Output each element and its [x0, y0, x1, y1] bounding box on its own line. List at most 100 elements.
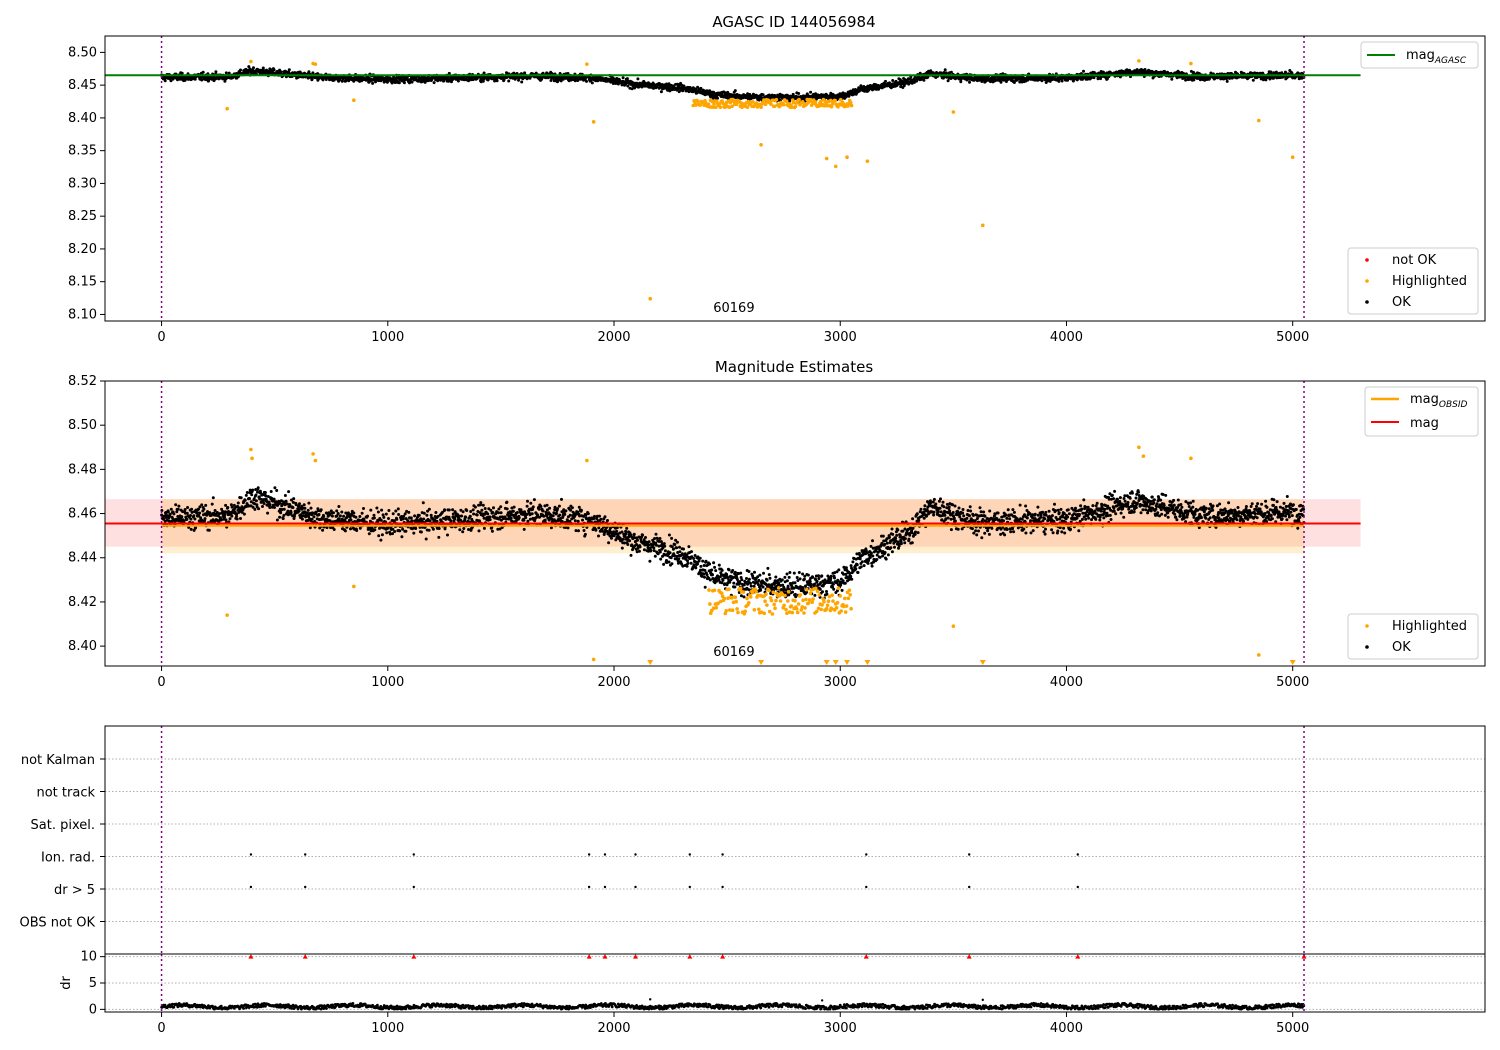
- ok-point: [1284, 70, 1287, 74]
- ok-point: [385, 531, 389, 535]
- ok-point: [407, 510, 411, 514]
- ok-point: [569, 508, 573, 512]
- ok-point: [289, 511, 293, 515]
- ok-point: [310, 517, 314, 521]
- ok-point: [236, 501, 240, 505]
- ok-point: [577, 505, 581, 509]
- ok-point: [579, 508, 583, 512]
- x-tick-label: 5000: [1276, 330, 1309, 345]
- ok-point: [943, 68, 947, 72]
- ok-point: [704, 559, 708, 563]
- ok-point: [511, 509, 515, 513]
- ok-point: [362, 507, 365, 510]
- ok-point: [532, 498, 536, 502]
- ok-point: [306, 508, 310, 512]
- ok-point: [670, 545, 674, 549]
- ok-point: [400, 535, 404, 539]
- ok-point: [733, 89, 737, 93]
- ok-point: [497, 511, 500, 515]
- x-tick-label: 4000: [1050, 330, 1083, 345]
- highlighted-point: [784, 99, 789, 104]
- highlighted-point: [1256, 118, 1261, 123]
- ok-point: [673, 554, 676, 558]
- ok-point: [525, 504, 529, 508]
- ok-point: [705, 573, 709, 577]
- ok-point: [437, 535, 441, 539]
- ok-point: [671, 547, 675, 551]
- ok-point: [354, 515, 358, 519]
- ok-point: [321, 528, 325, 532]
- ok-point: [413, 514, 417, 518]
- ok-point: [193, 517, 197, 521]
- ok-point: [410, 519, 414, 523]
- obsid-annotation: 60169: [713, 301, 754, 316]
- ok-point: [282, 507, 286, 511]
- ok-point: [417, 513, 421, 517]
- ok-point: [735, 578, 739, 581]
- ok-point: [224, 518, 228, 522]
- ok-point: [678, 545, 681, 549]
- ok-point: [541, 509, 545, 513]
- ok-point: [367, 532, 371, 536]
- ok-point: [360, 511, 364, 515]
- ok-point: [491, 511, 495, 514]
- ok-point: [176, 507, 180, 511]
- ok-point: [307, 501, 311, 505]
- ok-point: [393, 530, 397, 533]
- ok-point: [263, 491, 267, 494]
- ok-point: [377, 534, 381, 538]
- highlighted-point: [845, 155, 849, 160]
- ok-point: [278, 501, 282, 505]
- ok-point: [1040, 79, 1044, 83]
- y-tick-label: 8.10: [68, 307, 97, 322]
- ok-point: [473, 505, 477, 509]
- ok-point: [275, 489, 279, 492]
- ok-point: [298, 502, 301, 506]
- agasc-magnitude-panel: AGASC ID 144056984 8.108.158.208.258.308…: [68, 13, 1486, 345]
- y-tick-label: 8.15: [68, 275, 97, 290]
- ok-point: [410, 80, 414, 84]
- ok-point: [687, 545, 691, 549]
- ok-point: [480, 508, 484, 512]
- ok-point: [261, 505, 264, 508]
- ok-point: [486, 512, 490, 516]
- ok-point: [248, 497, 251, 501]
- ok-point: [558, 513, 562, 517]
- ok-point: [401, 527, 405, 531]
- y-tick-label: 8.35: [68, 144, 97, 159]
- ok-point: [169, 507, 173, 511]
- ok-point: [629, 553, 633, 557]
- ok-point: [427, 528, 431, 532]
- ok-point: [537, 507, 541, 511]
- ok-point: [402, 81, 406, 85]
- ok-point: [720, 581, 724, 585]
- ok-point: [570, 506, 574, 510]
- ok-point: [564, 509, 568, 513]
- ok-point: [285, 502, 289, 506]
- ok-point: [421, 501, 425, 505]
- highlighted-point: [800, 100, 805, 104]
- ok-point: [202, 507, 206, 511]
- ok-point: [475, 513, 479, 517]
- ok-point: [598, 514, 601, 518]
- y-tick-label: 8.20: [68, 242, 97, 257]
- ok-point: [242, 512, 246, 516]
- ok-point: [303, 506, 307, 510]
- ok-point: [624, 532, 628, 536]
- ok-point: [244, 493, 248, 497]
- ok-point: [425, 513, 429, 517]
- ok-point: [453, 517, 457, 521]
- ok-point: [355, 529, 359, 532]
- ok-point: [349, 518, 353, 522]
- ok-point: [727, 568, 731, 572]
- ok-point: [395, 517, 399, 521]
- ok-point: [437, 527, 441, 530]
- ok-point: [615, 529, 619, 533]
- ok-point: [1251, 78, 1255, 82]
- highlighted-point: [813, 100, 818, 104]
- ok-point: [659, 90, 663, 94]
- ok-point: [239, 517, 242, 520]
- ok-point: [239, 68, 242, 72]
- ok-point: [252, 66, 255, 70]
- ok-point: [227, 71, 231, 75]
